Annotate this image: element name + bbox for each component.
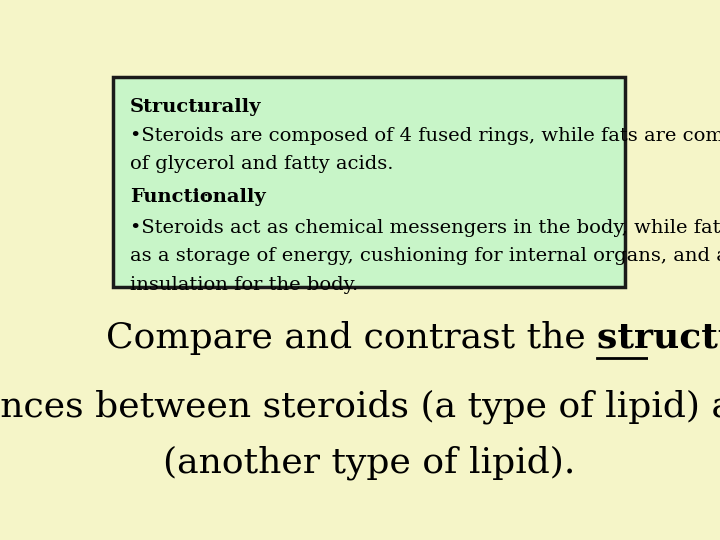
Text: as a storage of energy, cushioning for internal organs, and as: as a storage of energy, cushioning for i… — [130, 247, 720, 265]
Text: •Steroids are composed of 4 fused rings, while fats are composed: •Steroids are composed of 4 fused rings,… — [130, 127, 720, 145]
Text: (another type of lipid).: (another type of lipid). — [163, 446, 575, 480]
Text: Structurally: Structurally — [130, 98, 261, 116]
Text: •Steroids act as chemical messengers in the body, while fat acts: •Steroids act as chemical messengers in … — [130, 219, 720, 237]
Text: :: : — [196, 98, 202, 116]
Text: :: : — [203, 188, 210, 206]
Text: structural and functional: structural and functional — [597, 321, 720, 355]
Text: Functionally: Functionally — [130, 188, 266, 206]
Text: of glycerol and fatty acids.: of glycerol and fatty acids. — [130, 156, 394, 173]
Text: insulation for the body.: insulation for the body. — [130, 275, 359, 294]
FancyBboxPatch shape — [114, 77, 624, 287]
Text: differences between steroids (a type of lipid) and fats: differences between steroids (a type of … — [0, 389, 720, 424]
Text: Compare and contrast the: Compare and contrast the — [106, 321, 597, 355]
